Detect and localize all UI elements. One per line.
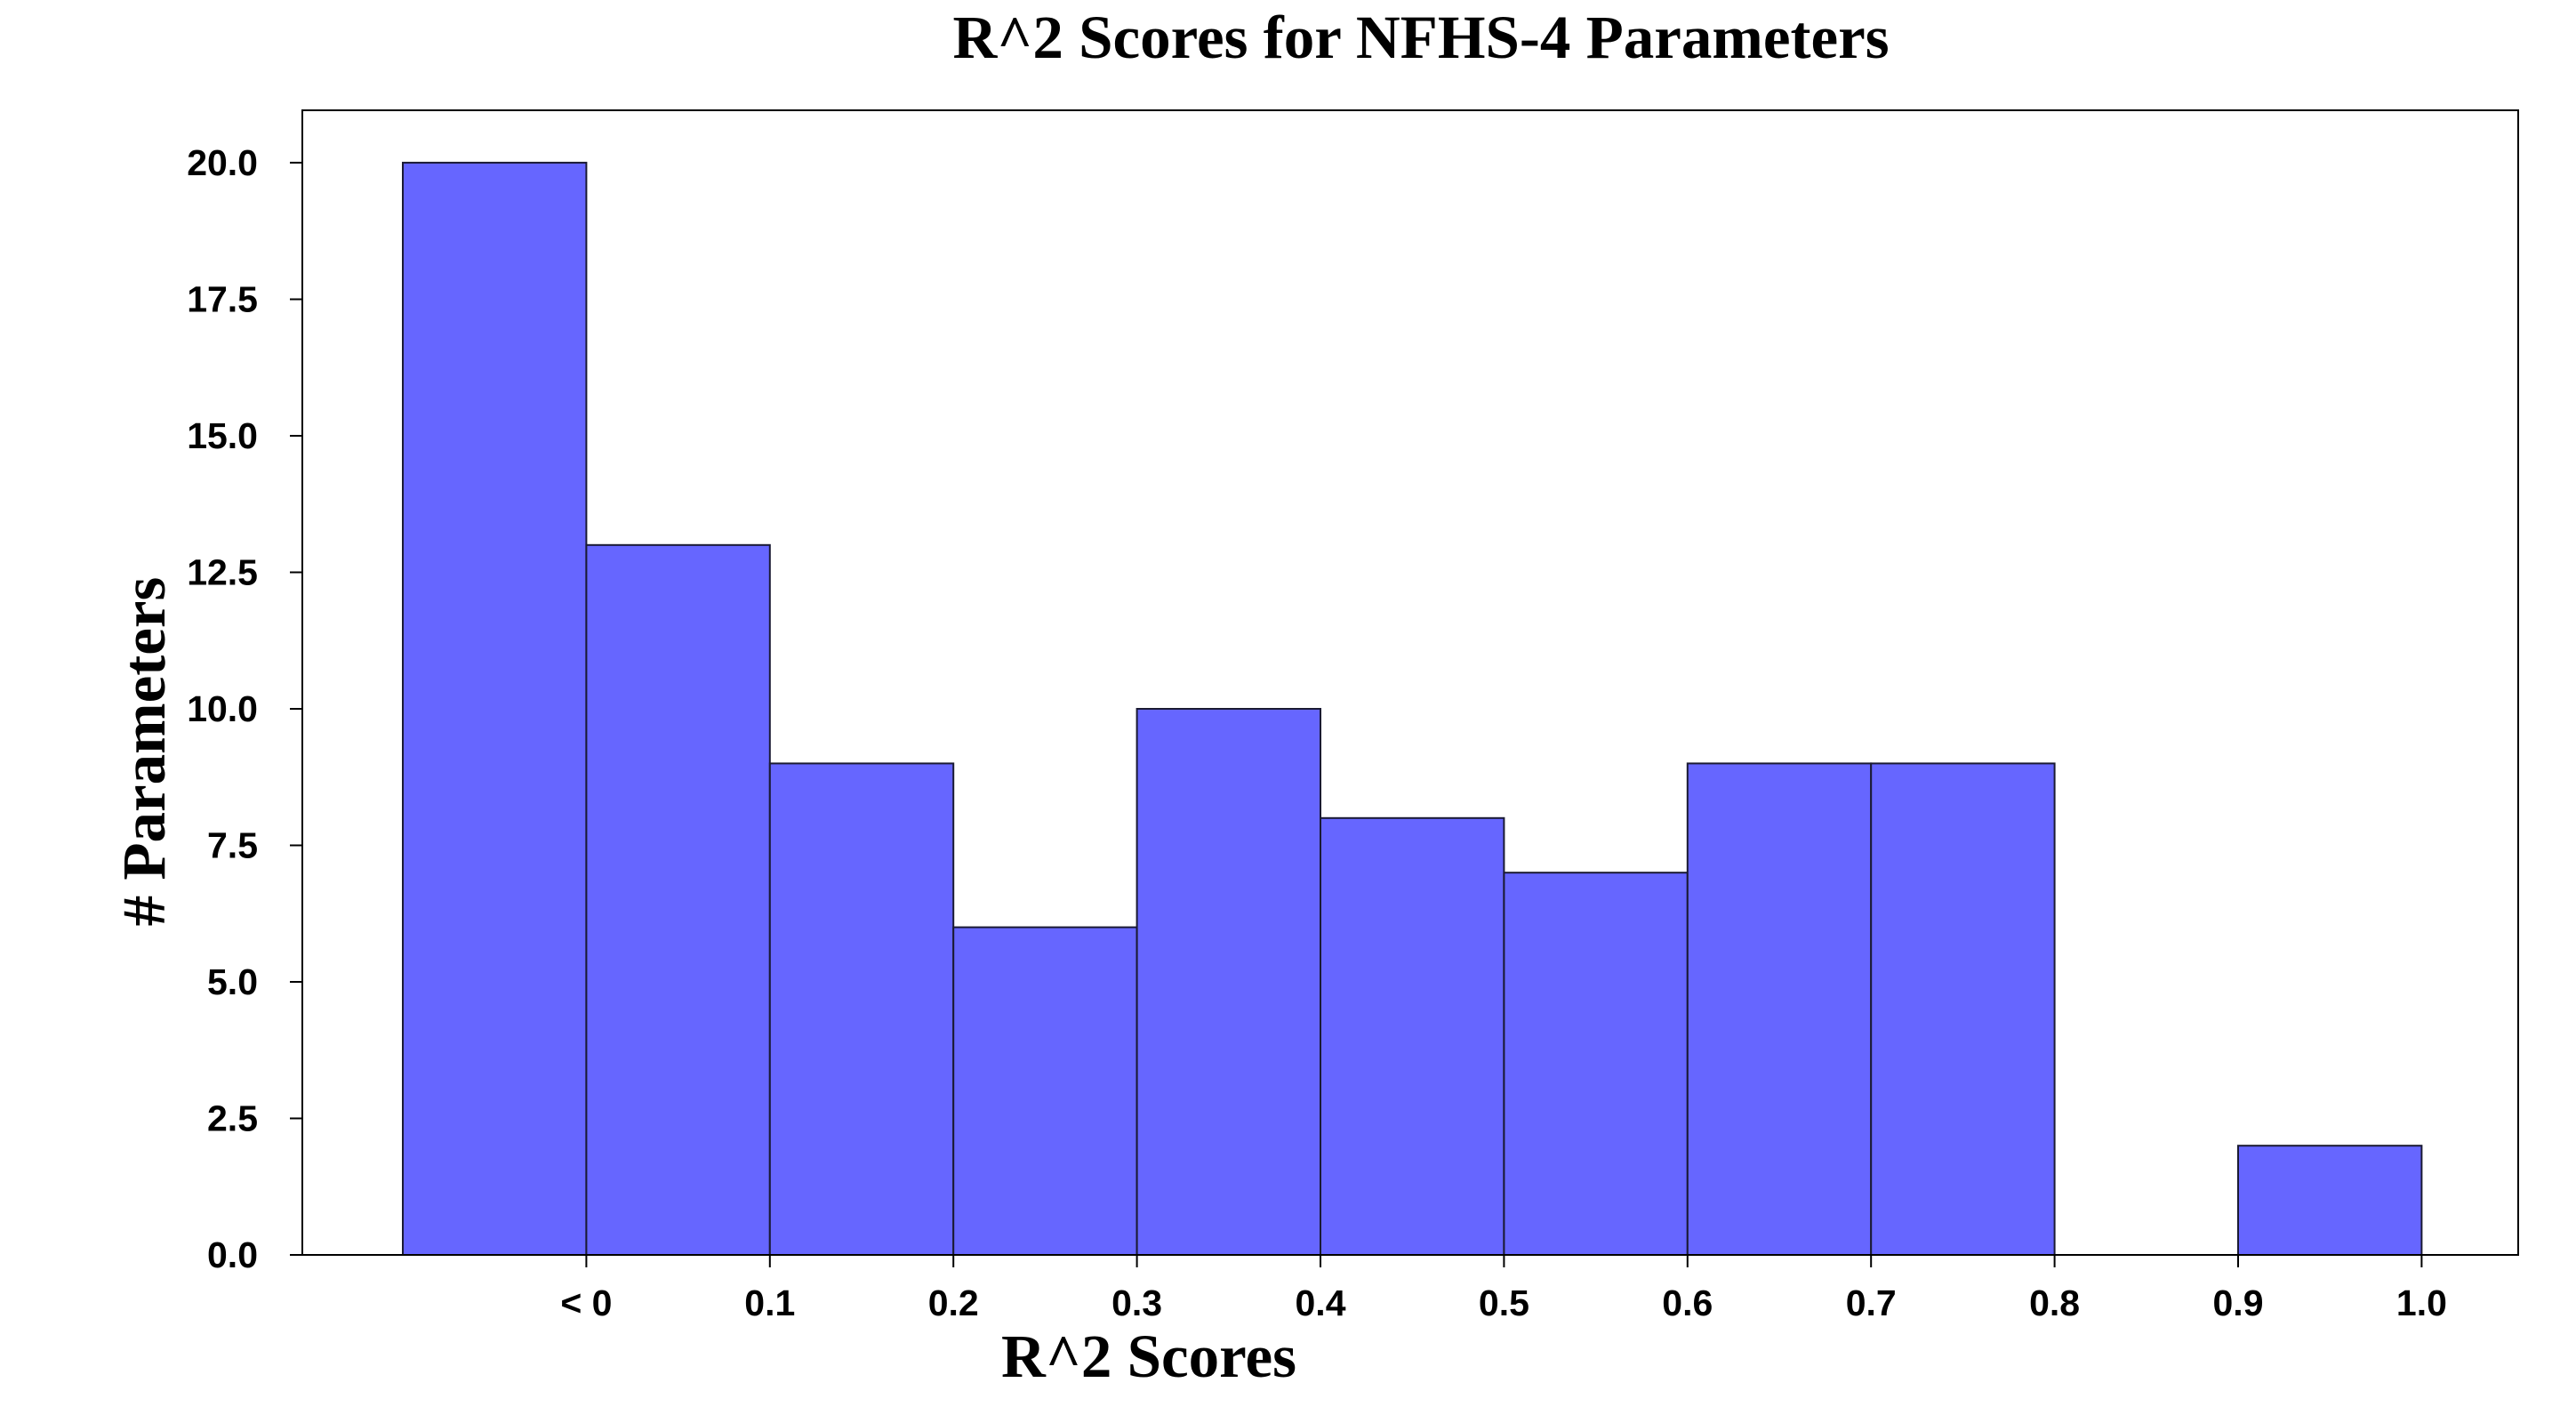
x-tick-label: 0.5 (1479, 1282, 1529, 1323)
histogram-bar (952, 926, 1138, 1256)
histogram-bar (1686, 762, 1873, 1256)
x-axis-ticks: < 0 0.1 0.2 0.3 0.4 0.5 0.6 0.7 0.8 0.9 1.0 (560, 1255, 2447, 1323)
x-axis-label: R^2 Scores (1001, 1323, 1296, 1390)
y-axis-ticks: 0.0 2.5 5.0 7.5 10.0 12.5 15.0 17.5 20.0 (187, 142, 302, 1275)
y-tick-label: 10.0 (187, 688, 258, 729)
histogram-bar (768, 762, 955, 1256)
x-tick-label: 0.8 (2029, 1282, 2080, 1323)
x-tick-label: 0.3 (1111, 1282, 1162, 1323)
y-tick-label: 7.5 (207, 825, 258, 866)
x-tick-label: < 0 (560, 1282, 612, 1323)
histogram-bar (402, 161, 588, 1256)
y-tick-label: 0.0 (207, 1234, 258, 1275)
histogram-bar (1136, 708, 1321, 1256)
x-tick-label: 0.4 (1296, 1282, 1346, 1323)
histogram-bar (1870, 762, 2056, 1256)
y-tick-label: 20.0 (187, 142, 258, 183)
x-tick-label: 0.1 (744, 1282, 795, 1323)
histogram-bar (1503, 872, 1689, 1256)
chart-title: R^2 Scores for NFHS-4 Parameters (952, 4, 1889, 71)
x-tick-label: 0.9 (2213, 1282, 2264, 1323)
bars-layer (402, 161, 2423, 1256)
x-tick-label: 0.7 (1846, 1282, 1897, 1323)
x-tick-label: 1.0 (2396, 1282, 2447, 1323)
y-tick-label: 15.0 (187, 415, 258, 456)
x-tick-label: 0.6 (1662, 1282, 1713, 1323)
histogram-bar (1320, 816, 1505, 1256)
histogram-bar (585, 543, 771, 1256)
plot-frame (301, 109, 2519, 1256)
y-tick-label: 2.5 (207, 1098, 258, 1139)
y-tick-label: 17.5 (187, 279, 258, 320)
y-tick-label: 5.0 (207, 961, 258, 1002)
histogram-bar (2237, 1145, 2423, 1256)
y-tick-label: 12.5 (187, 552, 258, 593)
y-axis-label: # Parameters (110, 577, 178, 927)
x-tick-label: 0.2 (928, 1282, 979, 1323)
